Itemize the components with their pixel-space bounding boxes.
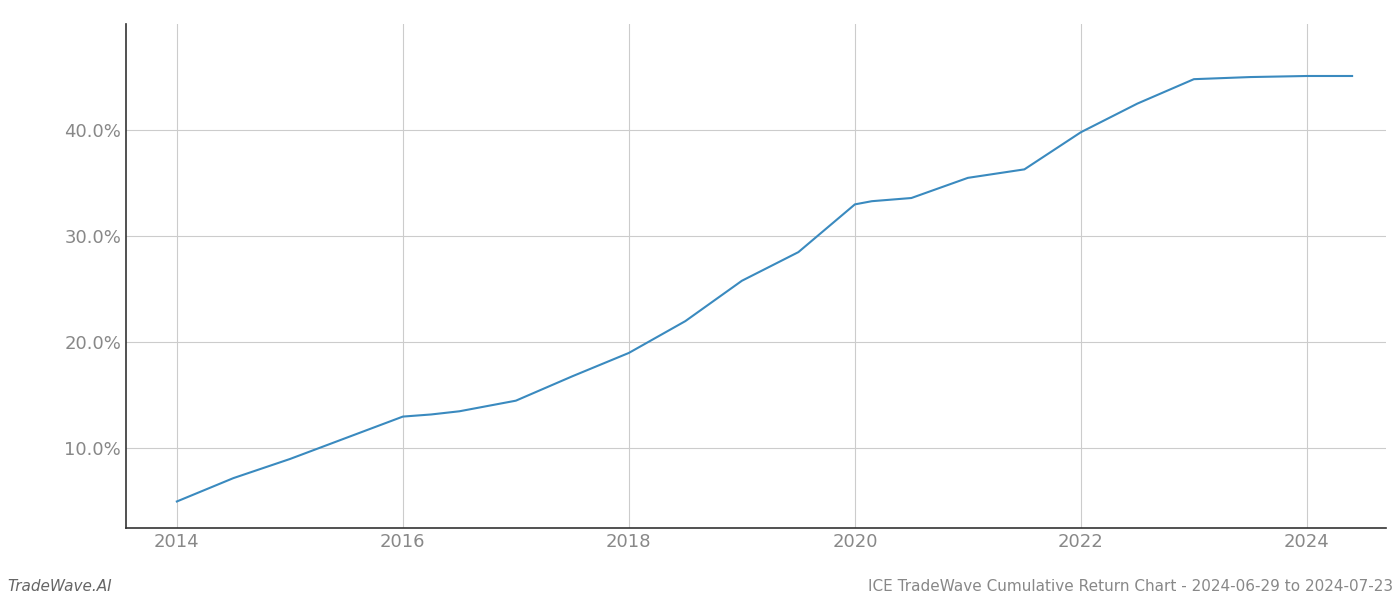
Text: TradeWave.AI: TradeWave.AI (7, 579, 112, 594)
Text: ICE TradeWave Cumulative Return Chart - 2024-06-29 to 2024-07-23: ICE TradeWave Cumulative Return Chart - … (868, 579, 1393, 594)
